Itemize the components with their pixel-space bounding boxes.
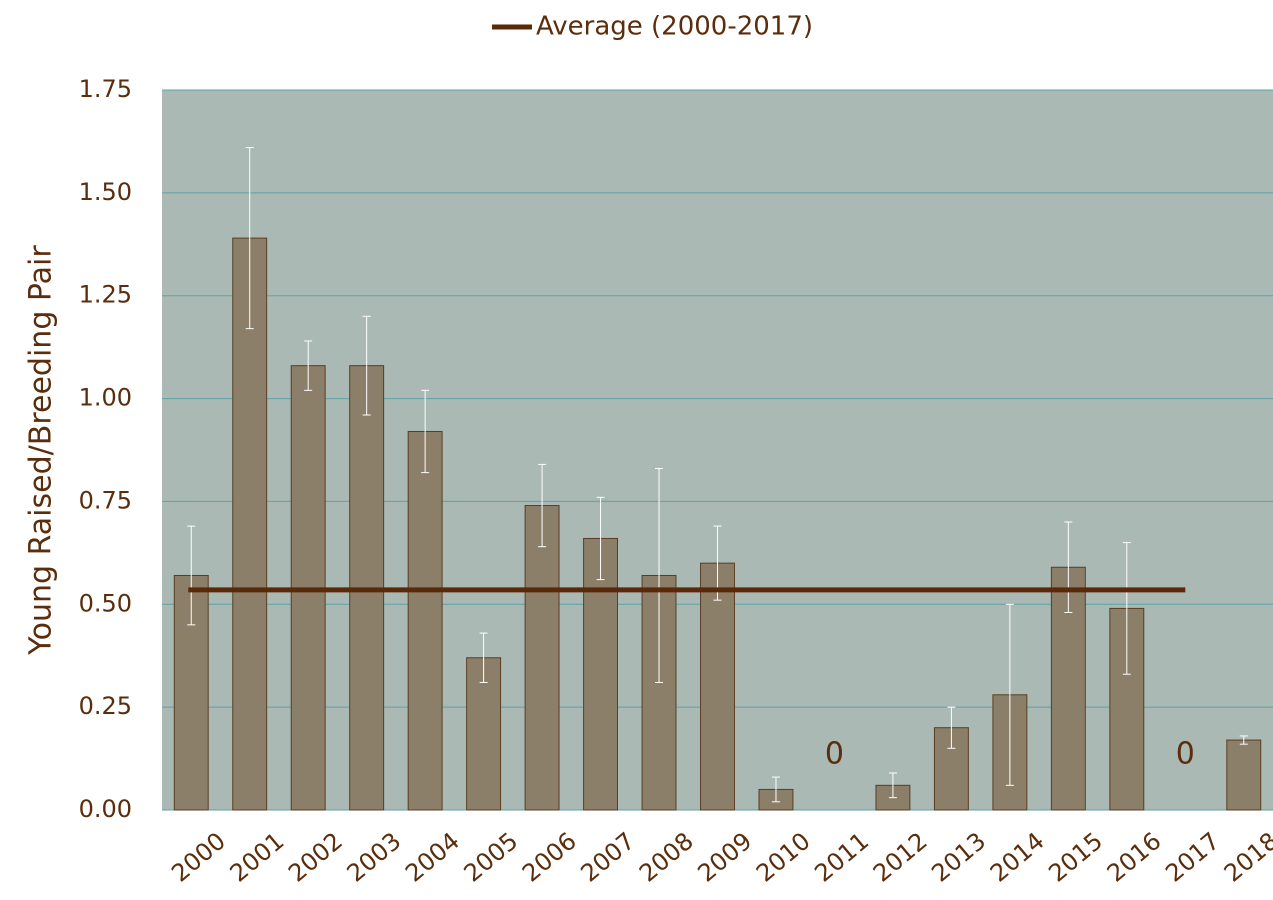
x-tick-label: 2003 xyxy=(342,827,407,888)
y-axis-title: Young Raised/Breeding Pair xyxy=(24,245,59,656)
y-tick-label: 1.00 xyxy=(79,384,132,412)
bar xyxy=(700,562,735,811)
bar xyxy=(583,537,619,811)
legend-label: Average (2000-2017) xyxy=(536,12,813,42)
x-tick-label: 2006 xyxy=(517,827,582,888)
x-tick-label: 2015 xyxy=(1043,827,1108,888)
error-bar xyxy=(304,340,313,391)
x-tick-label: 2002 xyxy=(283,827,348,888)
x-tick-label: 2007 xyxy=(576,827,641,888)
error-bar xyxy=(421,389,430,474)
y-tick-label: 0.50 xyxy=(79,589,132,617)
x-tick-label: 2009 xyxy=(692,827,757,888)
y-tick-label: 1.50 xyxy=(79,178,132,206)
x-tick-label: 2008 xyxy=(634,827,699,888)
error-bar xyxy=(245,147,254,330)
x-tick-label: 2005 xyxy=(459,827,524,888)
x-tick-label: 2001 xyxy=(225,827,290,888)
y-tick-label: 0.75 xyxy=(79,486,132,514)
error-bar xyxy=(771,776,780,803)
x-tick-label: 2012 xyxy=(868,827,933,888)
error-bar xyxy=(1005,603,1014,786)
error-bar xyxy=(596,496,605,581)
y-tick-label: 1.25 xyxy=(79,281,132,309)
x-tick-label: 2000 xyxy=(166,827,231,888)
error-bar xyxy=(479,632,488,683)
error-bar xyxy=(538,463,547,548)
error-bar xyxy=(1239,735,1248,745)
bar xyxy=(524,505,560,811)
x-tick-label: 2018 xyxy=(1219,827,1273,888)
x-tick-label: 2017 xyxy=(1160,827,1225,888)
x-tick-label: 2004 xyxy=(400,827,465,888)
data-label: 0 xyxy=(825,737,844,772)
y-tick-label: 0.25 xyxy=(79,692,132,720)
bar xyxy=(466,657,502,811)
bar xyxy=(232,237,268,811)
bar xyxy=(1226,739,1262,811)
error-bar xyxy=(187,525,196,626)
y-tick-label: 0.00 xyxy=(79,795,132,823)
x-tick-label: 2016 xyxy=(1102,827,1167,888)
error-bar xyxy=(655,468,664,683)
x-tick-label: 2010 xyxy=(751,827,816,888)
error-bar xyxy=(888,772,897,799)
x-tick-label: 2011 xyxy=(809,827,874,888)
x-tick-label: 2013 xyxy=(926,827,991,888)
y-tick-label: 1.75 xyxy=(79,75,132,103)
bar xyxy=(407,430,443,811)
error-bar xyxy=(1122,542,1131,675)
error-bar xyxy=(947,706,956,749)
error-bar xyxy=(362,315,371,416)
error-bar xyxy=(1064,521,1073,614)
data-label: 0 xyxy=(1176,737,1195,772)
x-tick-label: 2014 xyxy=(985,827,1050,888)
